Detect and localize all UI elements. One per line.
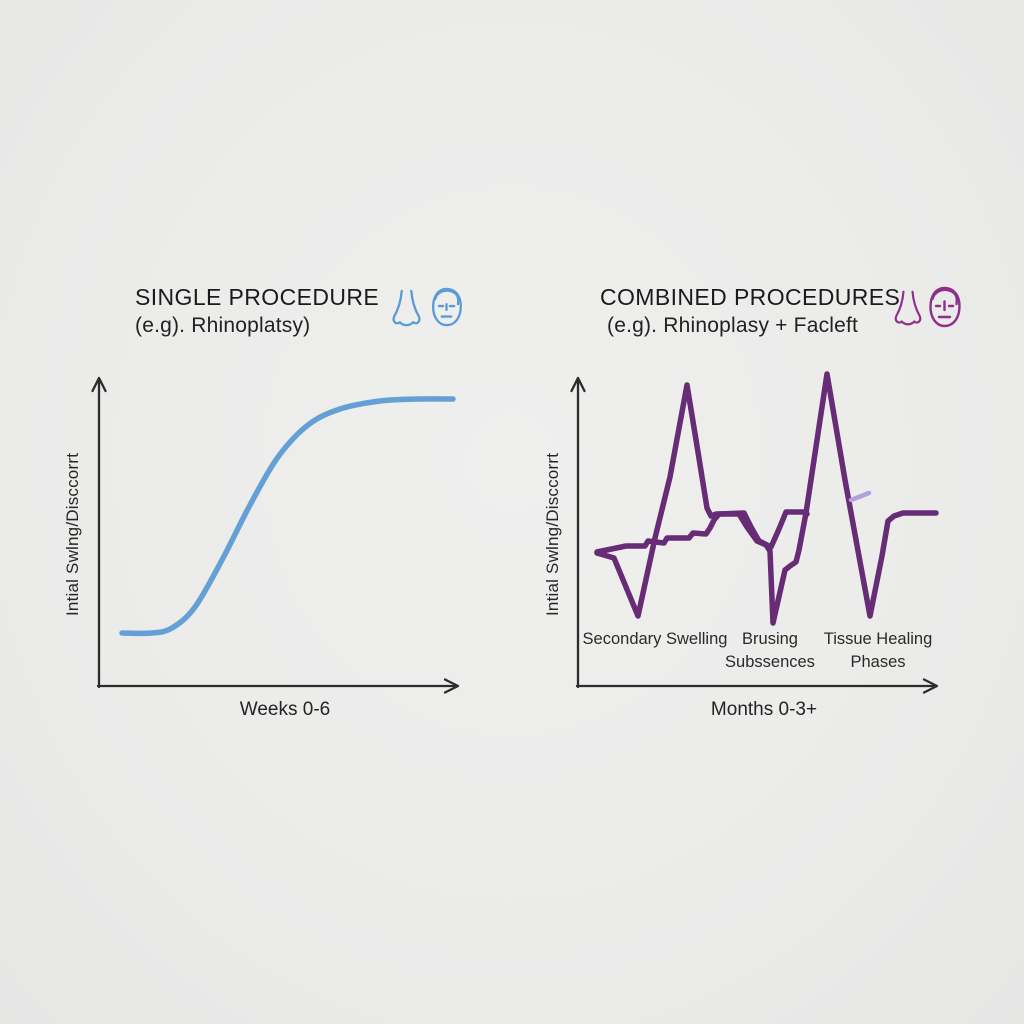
combined-x-axis-arrow-icon xyxy=(922,678,939,694)
face-icon xyxy=(431,287,462,327)
annotation-tissue-healing-phases: Tissue Healing Phases xyxy=(823,630,933,671)
recovery-curve xyxy=(119,396,456,637)
combined-subtitle: (e.g). Rhinoplasy + Facleft xyxy=(607,314,859,337)
nose-icon xyxy=(392,289,421,327)
combined-title: COMBINED PROCEDURES xyxy=(600,284,901,310)
annotation-brusing-subssences: Brusing Subssences xyxy=(725,630,815,671)
single-subtitle: (e.g). Rhinoplatsy) xyxy=(135,314,311,337)
annotation-secondary-swelling: Secondary Swelling xyxy=(582,630,728,648)
nose-icon xyxy=(894,290,922,326)
single-title: SINGLE PROCEDURE xyxy=(135,284,380,310)
combined-recovery-secondary-line xyxy=(594,509,810,555)
combined-title-block: COMBINED PROCEDURES (e.g). Rhinoplasy + … xyxy=(600,284,900,338)
chart-lines-combined xyxy=(594,371,939,626)
combined-recovery-spiky-line xyxy=(594,371,939,626)
combined-y-axis-arrow-icon xyxy=(570,376,586,393)
stray-lavender-segment xyxy=(848,490,872,503)
single-x-axis-arrow-icon xyxy=(443,678,460,694)
combined-x-axis-label: Months 0-3+ xyxy=(710,699,818,720)
single-x-axis-label: Weeks 0-6 xyxy=(239,699,331,720)
combined-y-axis-label: Intial Swlng/Disccorrt xyxy=(543,452,562,616)
single-y-axis-arrow-icon xyxy=(91,376,107,393)
chart-lines-single xyxy=(119,396,456,637)
single-y-axis-label: Intial Swlng/Disccorrt xyxy=(63,452,82,616)
face-icon xyxy=(929,286,961,328)
single-title-block: SINGLE PROCEDURE (e.g). Rhinoplatsy) xyxy=(135,284,379,338)
